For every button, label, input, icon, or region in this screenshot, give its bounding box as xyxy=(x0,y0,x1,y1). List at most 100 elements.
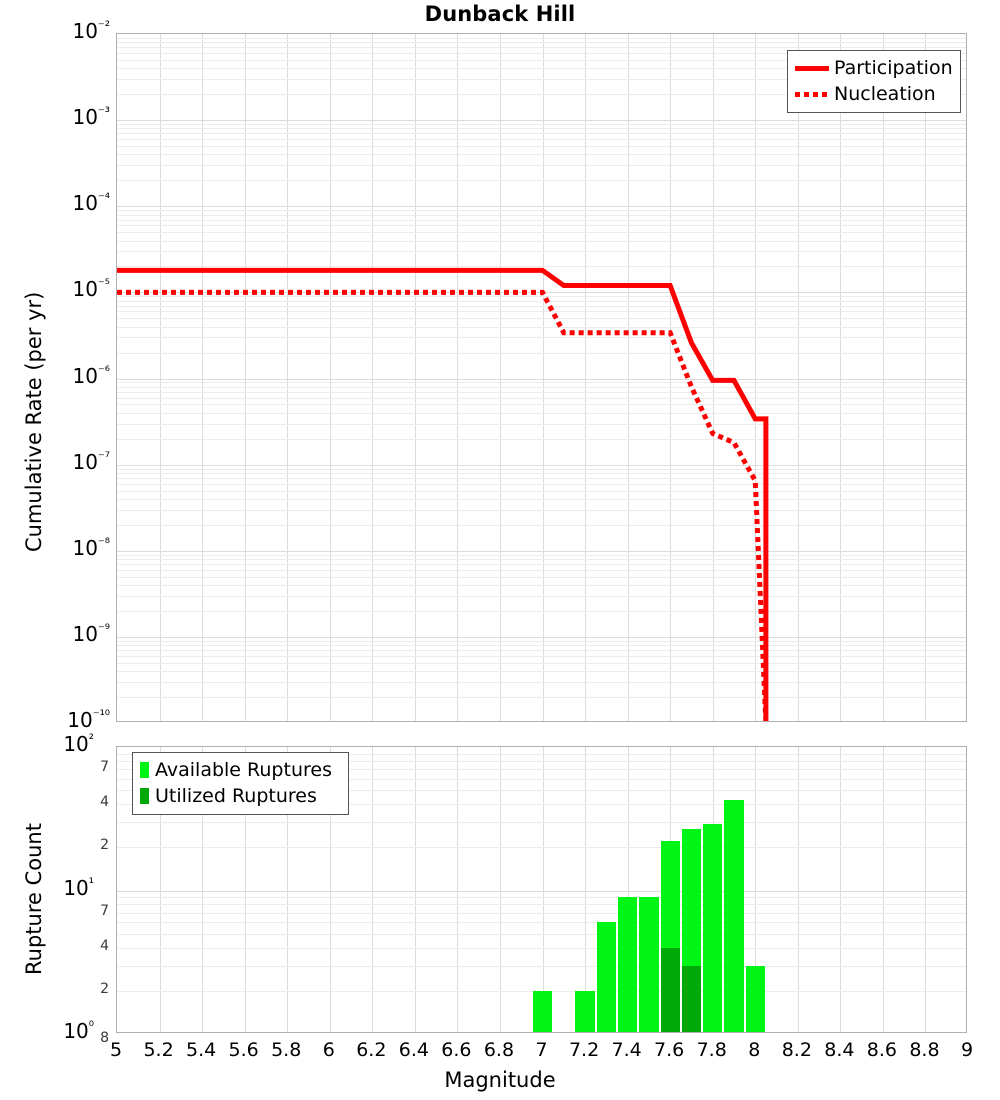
gridline-h-minor xyxy=(117,240,966,242)
gridline-h-minor xyxy=(117,559,966,561)
gridline-h-minor xyxy=(117,912,966,914)
gridline-v-8.8 xyxy=(925,747,927,1032)
dotted-line-icon xyxy=(795,91,829,97)
gridline-v-7.4 xyxy=(627,747,629,1032)
gridline-h-minor xyxy=(117,300,966,302)
bar-available-7.3 xyxy=(596,922,616,1032)
gridline-v-7.2 xyxy=(585,34,587,721)
gridline-h-minor xyxy=(117,133,966,135)
bottom-plot-legend: Available Ruptures Utilized Ruptures xyxy=(132,752,349,815)
bar-utilized-7.7 xyxy=(681,965,702,1032)
gridline-h-minor xyxy=(117,509,966,511)
gridline-h-minor xyxy=(117,524,966,526)
xtick-5.6: 5.6 xyxy=(228,1039,259,1061)
gridline-v-8.0 xyxy=(755,747,757,1032)
gridline-h-minor xyxy=(117,318,966,320)
gridline-h-minor xyxy=(117,595,966,597)
top-ytick-1e-9: 10⁻⁹ xyxy=(72,621,110,646)
gridline-h-minor xyxy=(117,760,966,762)
gridline-v-6.6 xyxy=(457,34,459,721)
gridline-v-5.8 xyxy=(287,34,289,721)
gridline-h-minor xyxy=(117,423,966,425)
bottom-ytick-1e1: 10¹ xyxy=(63,875,94,900)
top-plot-area xyxy=(117,34,966,721)
gridline-h-minor xyxy=(117,124,966,126)
bottom-ytick-1e2: 10² xyxy=(63,732,94,756)
bottom-ytick-minor-4: 4 xyxy=(100,937,109,954)
gridline-h-minor xyxy=(117,554,966,556)
gridline-h-minor xyxy=(117,564,966,566)
legend-item-participation: Participation xyxy=(795,55,953,81)
top-ytick-1e-5: 10⁻⁵ xyxy=(72,277,110,302)
top-ytick-1e-3: 10⁻³ xyxy=(72,105,110,130)
xtick-8.6: 8.6 xyxy=(866,1039,897,1061)
gridline-h-minor xyxy=(117,671,966,673)
gridline-h-minor xyxy=(117,655,966,657)
gridline-h-minor xyxy=(117,933,966,935)
gridline-h-minor xyxy=(117,326,966,328)
gridline-v-7.4 xyxy=(627,34,629,721)
gridline-h-minor xyxy=(117,778,966,780)
top-ytick-1e-8: 10⁻⁸ xyxy=(72,535,110,560)
legend-item-nucleation: Nucleation xyxy=(795,81,952,107)
bottom-y-axis-title: Rupture Count xyxy=(22,823,46,975)
gridline-h-minor xyxy=(117,397,966,399)
gridline-v-8.4 xyxy=(840,34,842,721)
gridline-v-6.2 xyxy=(372,747,374,1032)
gridline-h-1e-8 xyxy=(117,550,966,552)
xtick-6.2: 6.2 xyxy=(356,1039,387,1061)
gridline-h-minor xyxy=(117,232,966,234)
gridline-h-minor xyxy=(117,640,966,642)
bottom-ytick-minor-70: 7 xyxy=(100,759,109,776)
legend-label-utilized-ruptures: Utilized Ruptures xyxy=(155,785,317,807)
bar-available-7.2 xyxy=(575,990,595,1032)
gridline-h-minor xyxy=(117,681,966,683)
gridline-v-8.8 xyxy=(925,34,927,721)
bottom-ytick-minor-8: 8 xyxy=(100,1030,109,1046)
bar-available-7.5 xyxy=(639,897,659,1032)
gridline-h-minor xyxy=(117,438,966,440)
gridline-h-minor xyxy=(117,296,966,298)
legend-item-available-ruptures: Available Ruptures xyxy=(140,757,340,783)
legend-label-available-ruptures: Available Ruptures xyxy=(155,759,332,781)
gridline-h-minor xyxy=(117,391,966,393)
legend-label-participation: Participation xyxy=(834,57,953,79)
gridline-h-minor xyxy=(117,305,966,307)
xtick-5.2: 5.2 xyxy=(143,1039,174,1061)
gridline-h-minor xyxy=(117,53,966,55)
available-ruptures-swatch-icon xyxy=(140,762,149,778)
gridline-h-minor xyxy=(117,165,966,167)
xtick-7.2: 7.2 xyxy=(568,1039,600,1061)
gridline-h-minor xyxy=(117,210,966,212)
gridline-h-1e-6 xyxy=(117,378,966,380)
gridline-h-minor xyxy=(117,59,966,61)
gridline-h-minor xyxy=(117,947,966,949)
gridline-h-minor xyxy=(117,68,966,70)
gridline-v-7.0 xyxy=(542,34,544,721)
xtick-6: 6 xyxy=(322,1039,335,1061)
xtick-5.4: 5.4 xyxy=(185,1039,217,1061)
gridline-h-minor xyxy=(117,585,966,587)
gridline-h-minor xyxy=(117,490,966,492)
gridline-v-8.2 xyxy=(797,747,799,1032)
gridline-h-minor xyxy=(117,225,966,227)
top-ytick-1e-2: 10⁻² xyxy=(72,19,110,43)
gridline-h-minor xyxy=(117,753,966,755)
gridline-h-minor xyxy=(117,804,966,806)
gridline-h-minor xyxy=(117,180,966,182)
gridline-h-minor xyxy=(117,386,966,388)
rate-curves xyxy=(117,267,769,721)
gridline-h-minor xyxy=(117,483,966,485)
gridline-h-1e-9 xyxy=(117,636,966,638)
gridline-h-minor xyxy=(117,477,966,479)
gridline-h-minor xyxy=(117,154,966,156)
gridline-v-8.4 xyxy=(840,747,842,1032)
gridline-h-minor xyxy=(117,822,966,824)
gridline-v-6.8 xyxy=(499,747,501,1032)
gridline-v-6.2 xyxy=(372,34,374,721)
gridline-v-8.6 xyxy=(882,34,884,721)
gridline-v-6.4 xyxy=(414,34,416,721)
gridline-h-minor xyxy=(117,847,966,849)
gridline-v-7.6 xyxy=(670,34,672,721)
top-ytick-1e-6: 10⁻⁶ xyxy=(72,363,110,388)
